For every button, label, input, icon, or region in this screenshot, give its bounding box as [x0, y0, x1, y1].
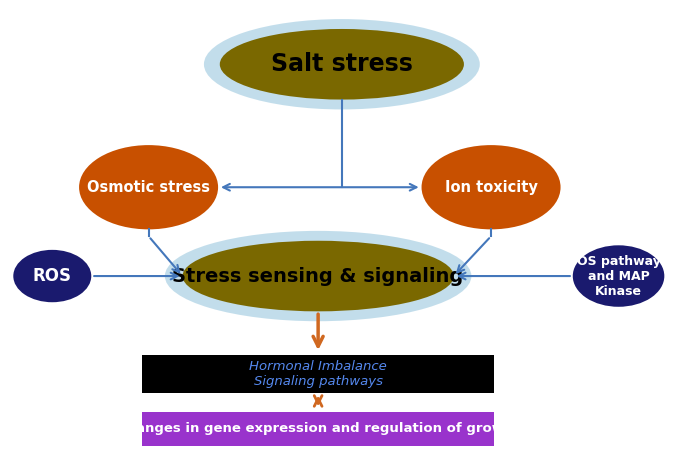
Ellipse shape: [182, 241, 453, 311]
Ellipse shape: [165, 231, 471, 321]
Text: Hormonal Imbalance
Signaling pathways: Hormonal Imbalance Signaling pathways: [249, 360, 387, 388]
FancyBboxPatch shape: [142, 355, 495, 393]
Ellipse shape: [421, 145, 560, 230]
Text: Osmotic stress: Osmotic stress: [87, 180, 210, 195]
Text: Stress sensing & signaling: Stress sensing & signaling: [173, 266, 464, 285]
Ellipse shape: [204, 19, 480, 109]
FancyBboxPatch shape: [142, 412, 495, 446]
Text: Ion toxicity: Ion toxicity: [445, 180, 538, 195]
Text: Changes in gene expression and regulation of growth: Changes in gene expression and regulatio…: [117, 422, 519, 435]
Text: Salt stress: Salt stress: [271, 52, 413, 76]
Ellipse shape: [573, 245, 664, 307]
Ellipse shape: [79, 145, 218, 230]
Ellipse shape: [13, 250, 91, 302]
Text: ROS: ROS: [33, 267, 72, 285]
Text: SOS pathways
and MAP
Kinase: SOS pathways and MAP Kinase: [569, 254, 669, 297]
Ellipse shape: [220, 29, 464, 100]
